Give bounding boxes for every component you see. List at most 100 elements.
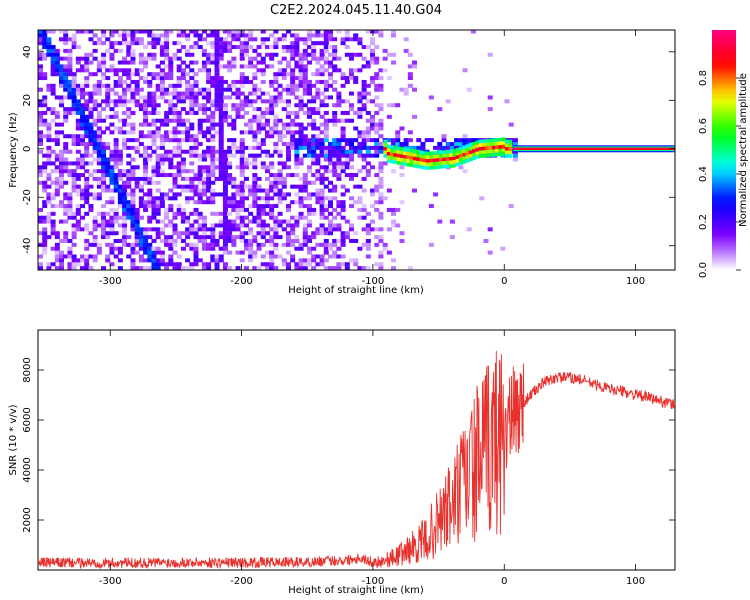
heatmap-cell <box>151 52 157 57</box>
heatmap-cell <box>134 83 140 88</box>
heatmap-cell <box>222 110 228 115</box>
heatmap-cell <box>206 196 212 201</box>
heatmap-cell <box>361 215 367 220</box>
heatmap-cell <box>420 145 426 150</box>
heatmap-cell <box>201 246 207 251</box>
heatmap-cell <box>222 161 228 166</box>
heatmap-cell <box>222 157 228 162</box>
heatmap-cell <box>281 72 287 77</box>
heatmap-cell <box>239 56 245 61</box>
heatmap-cell <box>315 87 321 92</box>
heatmap-cell <box>63 114 69 119</box>
heatmap-cell <box>239 83 245 88</box>
heatmap-cell <box>332 161 338 166</box>
heatmap-cell <box>327 180 333 185</box>
heatmap-cell <box>42 37 48 42</box>
heatmap-cell <box>130 204 136 209</box>
heatmap-cell <box>138 41 144 46</box>
figure-title: C2E2.2024.045.11.40.G04 <box>270 3 442 18</box>
heatmap-cell <box>168 110 174 115</box>
heatmap-cell <box>264 64 270 69</box>
heatmap-cell <box>260 254 266 259</box>
heatmap-cell <box>126 254 132 259</box>
heatmap-cell <box>273 215 279 220</box>
heatmap-cell <box>396 157 401 161</box>
heatmap-cell <box>361 145 367 150</box>
heatmap-cell <box>214 242 220 247</box>
heatmap-cell <box>197 122 203 127</box>
heatmap-cell <box>138 130 144 135</box>
heatmap-cell <box>340 235 346 240</box>
heatmap-cell <box>130 173 136 178</box>
heatmap-cell <box>269 56 275 61</box>
heatmap-cell <box>323 153 329 158</box>
heatmap-cell <box>218 258 224 263</box>
heatmap-cell <box>365 242 371 247</box>
heatmap-cell <box>243 145 249 150</box>
heatmap-cell <box>315 33 321 38</box>
heatmap-cell <box>349 149 355 154</box>
heatmap-cell <box>340 126 346 131</box>
heatmap-cell <box>399 126 405 131</box>
heatmap-cell <box>117 149 123 154</box>
heatmap-cell <box>319 91 325 96</box>
heatmap-cell <box>151 72 157 77</box>
heatmap-cell <box>231 200 237 205</box>
heatmap-cell <box>306 169 312 174</box>
heatmap-cell <box>298 79 304 84</box>
heatmap-cell <box>67 110 73 115</box>
heatmap-cell <box>336 91 342 96</box>
heatmap-cell <box>336 157 342 162</box>
heatmap-cell <box>189 45 195 50</box>
heatmap-cell <box>206 114 212 119</box>
heatmap-cell <box>378 250 384 255</box>
heatmap-cell <box>122 231 128 236</box>
heatmap-cell <box>487 52 493 57</box>
heatmap-cell <box>206 173 212 178</box>
heatmap-cell <box>138 242 144 247</box>
heatmap-cell <box>201 266 207 271</box>
heatmap-cell <box>323 87 329 92</box>
heatmap-cell <box>164 266 170 271</box>
heatmap-cell <box>88 153 94 158</box>
heatmap-cell <box>101 227 107 232</box>
heatmap-cell <box>357 134 363 139</box>
heatmap-cell <box>315 29 321 34</box>
heatmap-cell <box>201 223 207 228</box>
heatmap-cell <box>222 103 228 108</box>
heatmap-cell <box>38 231 43 236</box>
heatmap-cell <box>466 227 472 232</box>
heatmap-cell <box>235 223 241 228</box>
heatmap-cell <box>71 161 77 166</box>
heatmap-cell <box>243 165 249 170</box>
heatmap-cell <box>201 91 207 96</box>
heatmap-cell <box>285 29 291 34</box>
heatmap-cell <box>302 235 308 240</box>
heatmap-cell <box>361 153 367 158</box>
heatmap-cell <box>105 126 111 131</box>
heatmap-cell <box>172 56 178 61</box>
heatmap-cell <box>327 169 333 174</box>
heatmap-cell <box>214 122 220 127</box>
heatmap-cell <box>243 176 249 181</box>
heatmap-cell <box>193 142 199 146</box>
heatmap-cell <box>227 223 233 228</box>
heatmap-cell <box>71 231 77 236</box>
heatmap-cell <box>197 227 203 232</box>
heatmap-cell <box>185 235 191 240</box>
heatmap-cell <box>399 200 405 205</box>
heatmap-cell <box>256 266 262 271</box>
heatmap-cell <box>235 33 241 38</box>
heatmap-cell <box>168 173 174 178</box>
heatmap-cell <box>281 48 287 53</box>
heatmap-cell <box>227 149 233 154</box>
heatmap-cell <box>176 68 182 73</box>
heatmap-cell <box>323 215 329 220</box>
y-tick-label: 40 <box>22 45 33 58</box>
heatmap-cell <box>336 161 342 166</box>
heatmap-cell <box>218 83 224 88</box>
heatmap-cell <box>176 149 182 154</box>
heatmap-cell <box>332 138 338 143</box>
heatmap-cell <box>302 142 308 146</box>
heatmap-cell <box>332 215 338 220</box>
